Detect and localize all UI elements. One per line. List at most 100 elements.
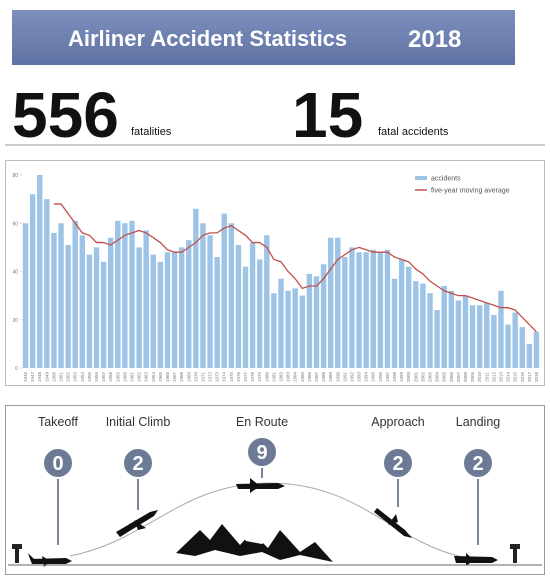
y-tick-label: 0: [15, 366, 18, 372]
bar: [526, 343, 533, 368]
x-tick-label: 1997: [385, 372, 390, 383]
x-tick-label: 1967: [172, 372, 177, 383]
x-tick-label: 1950: [51, 372, 56, 383]
x-tick-label: 2008: [463, 372, 468, 383]
x-tick-label: 1966: [165, 372, 170, 383]
x-tick-label: 1959: [115, 372, 120, 383]
bar: [505, 324, 511, 368]
bar: [29, 194, 36, 368]
x-tick-label: 2012: [491, 372, 496, 383]
x-tick-label: 1955: [87, 372, 92, 383]
bar: [37, 175, 43, 368]
bar: [122, 223, 128, 368]
bar: [65, 244, 71, 368]
phase-badge: [246, 436, 278, 468]
x-tick-label: 1974: [222, 372, 227, 383]
header-box: [12, 10, 515, 65]
x-tick-label: 2015: [513, 372, 518, 383]
mountain-snow: [236, 528, 270, 544]
bar: [519, 326, 525, 368]
phase-label: Initial Climb: [106, 415, 171, 429]
phase-count: 0: [52, 453, 63, 475]
x-tick-label: 1985: [300, 372, 305, 383]
x-tick-label: 1990: [335, 372, 340, 383]
bar: [306, 273, 313, 368]
stat-value: 556: [12, 79, 119, 151]
bar: [93, 247, 100, 368]
x-tick-label: 1999: [399, 372, 404, 383]
phase-badge: [382, 447, 414, 479]
x-tick-label: 1989: [328, 372, 333, 383]
bar: [349, 247, 355, 368]
bar: [257, 259, 263, 368]
x-tick-label: 1998: [392, 372, 397, 383]
phase-label: Takeoff: [38, 415, 79, 429]
bar: [533, 331, 540, 368]
phase-label: Landing: [456, 415, 501, 429]
bar: [391, 278, 398, 368]
x-tick-label: 1962: [137, 372, 142, 383]
x-tick-label: 1954: [80, 372, 85, 383]
y-tick-label: 20: [12, 318, 18, 324]
x-tick-label: 1947: [30, 372, 35, 383]
bar: [384, 249, 391, 368]
x-tick-label: 1956: [94, 372, 99, 383]
legend-label: five-year moving average: [431, 188, 510, 195]
x-tick-label: 2000: [406, 372, 411, 383]
x-tick-label: 1958: [108, 372, 113, 383]
bar: [455, 300, 462, 368]
bar: [214, 257, 220, 368]
bar: [207, 235, 213, 368]
x-tick-label: 2002: [420, 372, 425, 383]
moving-average-line: [53, 203, 537, 333]
stat-label: fatalities: [131, 126, 172, 138]
bar: [363, 252, 369, 368]
x-tick-label: 1971: [200, 372, 205, 383]
x-tick-label: 1977: [243, 372, 248, 383]
phase-badge: [122, 447, 154, 479]
bar: [278, 278, 284, 368]
bar: [434, 310, 440, 368]
bar: [356, 252, 362, 368]
x-tick-label: 2006: [449, 372, 454, 383]
y-tick-label: 60: [12, 221, 18, 227]
x-tick-label: 1980: [264, 372, 269, 383]
bar: [157, 261, 164, 368]
bar: [271, 293, 277, 368]
x-tick-label: 2011: [484, 372, 489, 382]
stat-label: fatal accidents: [378, 126, 449, 138]
bar: [249, 242, 256, 368]
bar: [58, 223, 64, 368]
x-tick-label: 1973: [215, 372, 220, 383]
x-tick-label: 1970: [193, 372, 198, 383]
x-tick-label: 2013: [498, 372, 503, 383]
bar: [299, 295, 305, 368]
x-tick-label: 2001: [413, 372, 418, 383]
x-tick-label: 1979: [257, 372, 262, 383]
phase-count: 2: [392, 453, 403, 475]
bar: [115, 220, 121, 368]
bar: [377, 252, 384, 368]
x-tick-label: 1981: [271, 372, 276, 383]
bar: [228, 223, 235, 368]
x-tick-label: 2014: [506, 372, 511, 383]
x-tick-label: 1972: [208, 372, 213, 383]
bar: [441, 285, 447, 368]
bar: [498, 290, 504, 368]
bar: [398, 259, 405, 368]
bar: [320, 264, 327, 368]
towers: [12, 544, 520, 563]
bar: [476, 305, 483, 368]
mountains: [176, 524, 333, 562]
phase-badge: [462, 447, 494, 479]
bar: [370, 249, 376, 368]
bar: [72, 220, 78, 368]
bar: [129, 220, 135, 368]
y-tick-label: 80: [12, 173, 18, 179]
bar: [420, 283, 426, 368]
x-tick-label: 1996: [378, 372, 383, 383]
bar: [136, 247, 142, 368]
x-tick-label: 1994: [364, 372, 369, 383]
bar: [491, 314, 497, 368]
